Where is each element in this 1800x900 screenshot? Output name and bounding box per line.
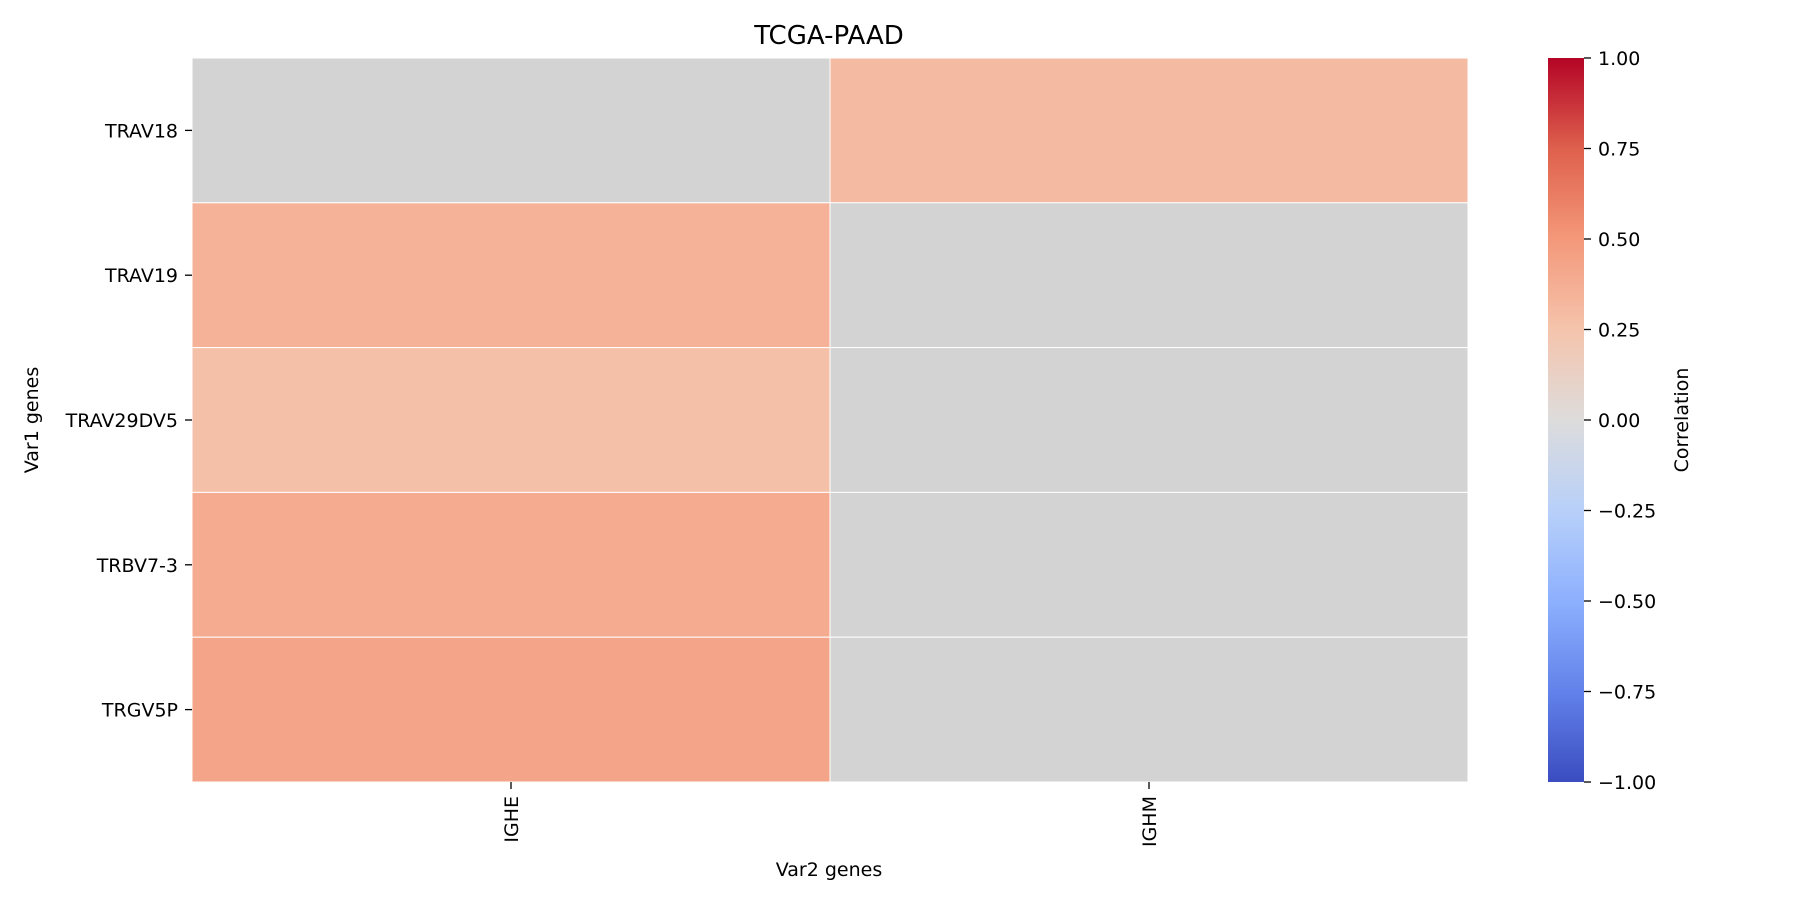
heatmap-cells [191,57,1469,783]
y-tick-label: TRAV18 [104,120,178,142]
colorbar-tick-label: −1.00 [1598,772,1656,794]
heatmap-cell [829,202,1469,349]
x-tick-label: IGHM [1139,796,1161,847]
colorbar-tick-label: −0.75 [1598,682,1656,704]
colorbar-tick-label: 0.75 [1598,139,1640,161]
heatmap-cell [191,57,831,204]
y-tick-label: TRBV7-3 [96,555,178,577]
x-tick-label: IGHE [501,796,523,843]
colorbar-label: Correlation [1671,368,1693,473]
colorbar-axis: 1.00 0.75 0.50 0.25 0.00 −0.25 −0.50 −0.75 −1.00 [1584,48,1656,794]
colorbar-tick-label: 0.25 [1598,320,1640,342]
heatmap-cell [191,636,831,783]
x-axis-label: Var2 genes [776,859,883,881]
heatmap-cell [191,202,831,349]
colorbar-tick-label: 0.00 [1598,410,1640,432]
y-tick-label: TRGV5P [101,700,178,722]
colorbar-tick-label: −0.50 [1598,591,1656,613]
heatmap-cell [191,491,831,638]
colorbar-tick-label: 1.00 [1598,48,1640,70]
y-axis-label: Var1 genes [21,367,43,474]
heatmap-cell [829,57,1469,204]
y-tick-label: TRAV29DV5 [65,410,178,432]
colorbar-tick-label: −0.25 [1598,501,1656,523]
chart-title: TCGA-PAAD [753,21,904,51]
heatmap-cell [191,347,831,493]
colorbar [1548,58,1584,782]
y-axis: TRAV18 TRAV19 TRAV29DV5 TRBV7-3 TRGV5P [65,120,192,722]
y-tick-label: TRAV19 [104,265,178,287]
heatmap-cell [829,347,1469,493]
colorbar-tick-label: 0.50 [1598,229,1640,251]
heatmap-cell [829,636,1469,783]
heatmap-cell [829,491,1469,638]
x-axis: IGHE IGHM [501,782,1161,847]
